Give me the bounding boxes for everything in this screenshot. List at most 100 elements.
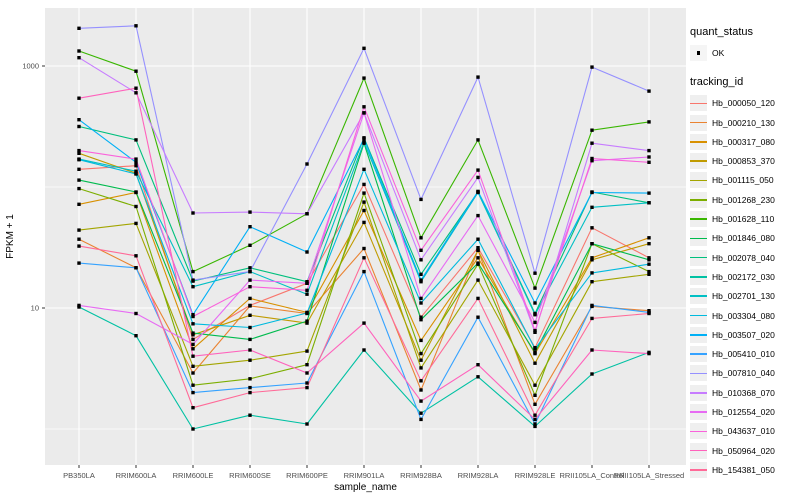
data-point [305,212,309,216]
data-point [77,303,81,308]
legend-key-line-icon [690,314,707,317]
data-point [647,256,651,260]
data-point [248,285,252,289]
data-point [191,322,195,326]
data-point [362,348,366,352]
legend-key-line-icon [690,372,707,375]
data-point [419,278,423,282]
legend: quant_status OK tracking_id Hb_000050_12… [690,26,798,481]
legend-item-label: Hb_010368_070 [712,387,775,398]
legend-key-line-icon [690,141,707,143]
x-tick-label: RRIM928BA [400,471,442,480]
data-point [248,413,252,417]
data-point [305,311,309,315]
data-point [419,411,423,415]
data-point [476,363,480,367]
legend-item-label: Hb_007810_040 [712,368,775,379]
legend-item-Hb_050964_020: Hb_050964_020 [690,442,798,459]
data-point [191,390,195,395]
data-point [590,242,594,246]
data-point [191,337,195,342]
legend-key-line-icon [690,430,707,433]
data-point [191,269,195,274]
legend-item-Hb_002701_130: Hb_002701_130 [690,288,798,305]
data-point [476,246,480,250]
data-point [419,197,423,202]
data-point [77,167,81,171]
data-point [476,75,480,79]
data-point [77,228,81,232]
legend-item-label: Hb_001846_080 [712,233,775,244]
data-point [419,318,423,322]
data-point [533,383,537,387]
legend-key-line-icon [690,218,707,220]
data-point [134,334,138,338]
legend-key-swatch [690,268,707,285]
legend-key-line-icon [690,276,707,278]
data-point [77,202,81,206]
x-tick-label: RRIM600SE [229,471,271,480]
data-point [419,272,423,276]
data-point [362,137,366,141]
data-point [362,269,366,274]
data-point [191,278,195,282]
legend-key-line-icon [690,295,707,298]
legend-key-line-icon [690,102,707,105]
legend-key-swatch [690,346,707,363]
data-point [647,272,651,276]
legend-key-swatch [690,288,707,305]
data-point [533,393,537,397]
data-point [533,413,537,417]
legend-key-swatch [690,442,707,459]
legend-item-label: Hb_050964_020 [712,445,775,456]
data-point [77,148,81,153]
data-point [134,160,138,164]
data-point [647,160,651,164]
legend-item-label: Hb_003304_080 [712,310,775,321]
x-tick-label: RRII105LA_Stressed [614,471,684,480]
legend-title-tracking-id: tracking_id [690,76,744,89]
data-point [647,311,651,316]
data-point [419,338,423,343]
legend-key-line-icon [690,256,707,259]
legend-item-label: Hb_001628_110 [712,214,775,225]
data-point [419,296,423,301]
data-point [647,269,651,274]
legend-item-Hb_012554_020: Hb_012554_020 [690,404,798,421]
data-point [362,105,366,109]
legend-item-Hb_000317_080: Hb_000317_080 [690,133,798,150]
data-point [134,204,138,209]
data-point [305,321,309,325]
data-point [134,164,138,168]
legend-item-Hb_003507_020: Hb_003507_020 [690,326,798,343]
legend-key-swatch [690,191,707,208]
data-point [362,140,366,144]
data-point [305,319,309,323]
data-point [362,111,366,115]
data-point [248,377,252,381]
legend-spacer [690,64,798,76]
data-point [533,350,537,355]
legend-key-line-icon [690,198,707,201]
data-point [533,417,537,422]
legend-key-swatch [690,172,707,189]
legend-key-line-icon [690,121,707,124]
data-point [248,325,252,330]
data-point [476,278,480,282]
x-tick-label: RRIM901LA [344,471,385,480]
data-point [134,169,138,173]
data-point [191,285,195,289]
data-point [134,172,138,176]
legend-item-label: Hb_000317_080 [712,136,775,147]
data-point [533,313,537,317]
data-point [419,358,423,362]
legend-item-label: Hb_043637_010 [712,426,775,437]
data-point [419,351,423,356]
x-tick-label: PB350LA [63,471,95,480]
legend-item-label: OK [712,48,725,58]
data-point [362,167,366,171]
legend-item-label: Hb_001268_230 [712,194,775,205]
data-point [476,168,480,172]
data-point [590,205,594,209]
